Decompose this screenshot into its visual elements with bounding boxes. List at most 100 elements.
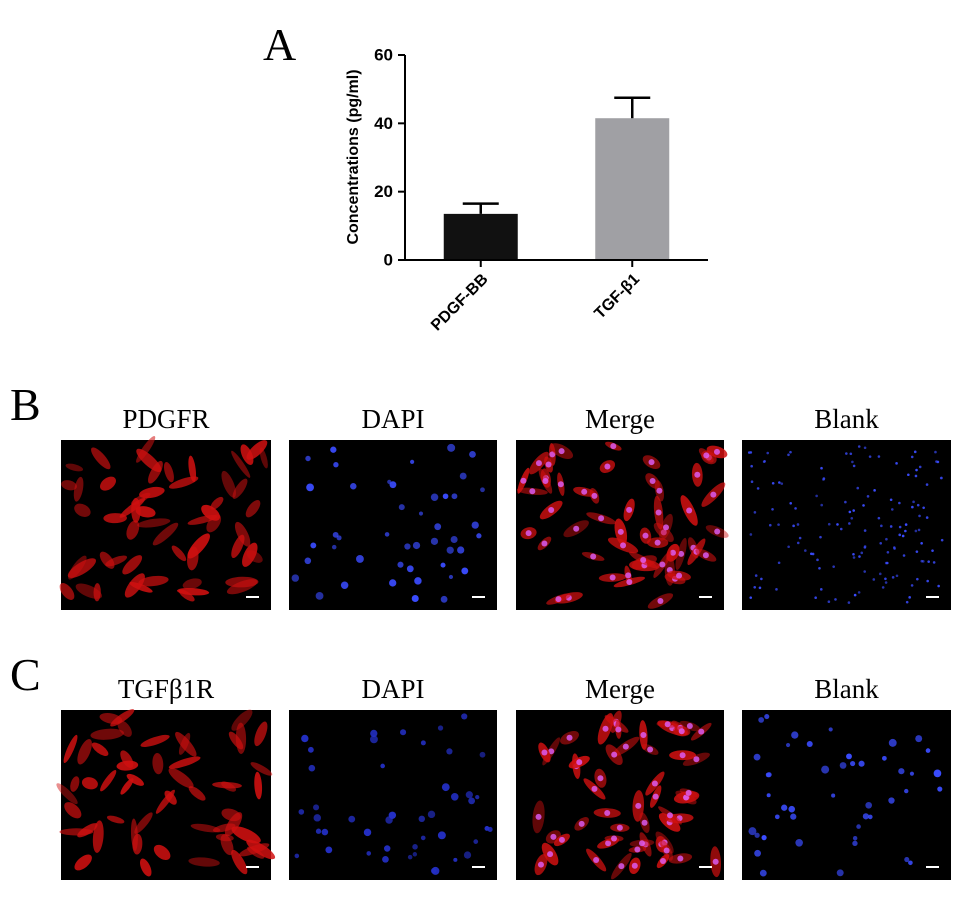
cell-body xyxy=(221,470,236,498)
nucleus xyxy=(798,536,802,540)
nucleus xyxy=(412,541,421,550)
nucleus xyxy=(816,558,819,562)
nucleus xyxy=(888,797,895,804)
nucleus xyxy=(710,491,717,498)
nucleus xyxy=(304,557,312,565)
image-title: Blank xyxy=(814,674,879,704)
nucleus xyxy=(787,453,790,457)
nucleus xyxy=(852,556,856,559)
cell-body xyxy=(130,818,138,851)
nucleus xyxy=(437,831,446,840)
nucleus xyxy=(852,552,855,556)
nucleus xyxy=(315,591,324,600)
nucleus xyxy=(693,756,700,763)
nucleus xyxy=(915,550,919,553)
cells xyxy=(294,713,493,875)
nucleus xyxy=(820,503,824,507)
nucleus xyxy=(340,581,349,590)
cell-body xyxy=(250,762,273,776)
cell-body xyxy=(74,503,91,517)
nucleus xyxy=(828,727,833,732)
nucleus xyxy=(656,487,663,494)
cell-body xyxy=(140,734,170,747)
nucleus xyxy=(781,804,788,811)
nucleus xyxy=(889,498,893,502)
nucleus xyxy=(877,516,881,520)
nucleus xyxy=(703,452,710,459)
nucleus xyxy=(453,857,458,862)
nucleus xyxy=(778,481,781,484)
nucleus xyxy=(591,492,598,499)
nucleus xyxy=(664,721,671,728)
cells xyxy=(59,436,268,602)
nucleus xyxy=(834,598,837,601)
cell-body xyxy=(65,463,84,472)
nucleus xyxy=(410,459,415,464)
nucleus xyxy=(291,574,300,582)
y-tick-label: 60 xyxy=(374,45,393,64)
x-tick-label: TGF-β1 xyxy=(591,271,643,323)
nucleus xyxy=(604,463,611,470)
cell-body xyxy=(67,558,97,578)
nucleus xyxy=(593,856,600,863)
nucleus xyxy=(758,717,765,723)
nucleus xyxy=(625,572,632,579)
nucleus xyxy=(475,795,480,800)
nucleus xyxy=(856,486,860,490)
cell-body xyxy=(231,450,251,478)
nucleus xyxy=(768,523,772,527)
nucleus xyxy=(663,847,670,854)
nucleus xyxy=(305,455,311,462)
nucleus xyxy=(821,765,830,774)
nucleus xyxy=(331,544,337,550)
nucleus xyxy=(878,572,882,576)
nucleus xyxy=(332,531,339,538)
nucleus xyxy=(860,551,864,555)
cell-body xyxy=(91,447,111,470)
image-title: TGFβ1R xyxy=(118,674,214,704)
nucleus xyxy=(788,805,796,813)
nucleus xyxy=(313,814,321,822)
bar xyxy=(443,213,518,260)
nucleus xyxy=(315,828,322,834)
nucleus xyxy=(609,574,616,581)
cell-body xyxy=(254,771,263,800)
nucleus xyxy=(404,543,411,550)
cell-body xyxy=(246,440,268,460)
nucleus xyxy=(888,738,897,747)
nucleus xyxy=(620,542,627,549)
nucleus xyxy=(920,541,923,545)
cell-body xyxy=(152,752,164,775)
cell-body xyxy=(246,839,276,860)
nucleus xyxy=(917,528,921,532)
cells xyxy=(291,443,485,603)
nucleus xyxy=(397,561,404,568)
nucleus xyxy=(908,596,911,599)
nucleus xyxy=(634,846,641,853)
error-bar xyxy=(614,96,651,119)
panel-label: C xyxy=(10,649,41,700)
nucleus xyxy=(356,555,364,563)
x-tick-label: PDGF-BB xyxy=(428,271,492,335)
nucleus xyxy=(615,726,622,733)
nucleus xyxy=(581,488,588,495)
cell-body xyxy=(245,500,261,518)
nucleus xyxy=(796,523,800,526)
nucleus xyxy=(852,464,856,468)
nucleus xyxy=(881,586,885,589)
nucleus xyxy=(794,507,797,510)
nucleus xyxy=(655,509,662,516)
nucleus xyxy=(915,735,923,743)
nucleus xyxy=(370,729,378,738)
nucleus xyxy=(852,509,855,512)
error-bar xyxy=(462,202,499,214)
cell-body xyxy=(81,777,98,790)
cell-body xyxy=(171,545,187,562)
nucleus xyxy=(307,746,314,753)
nucleus xyxy=(676,572,683,579)
nucleus xyxy=(678,550,685,557)
nucleus xyxy=(638,840,645,847)
nucleus xyxy=(937,584,940,588)
nucleus xyxy=(847,601,851,604)
cell-body xyxy=(163,461,174,483)
